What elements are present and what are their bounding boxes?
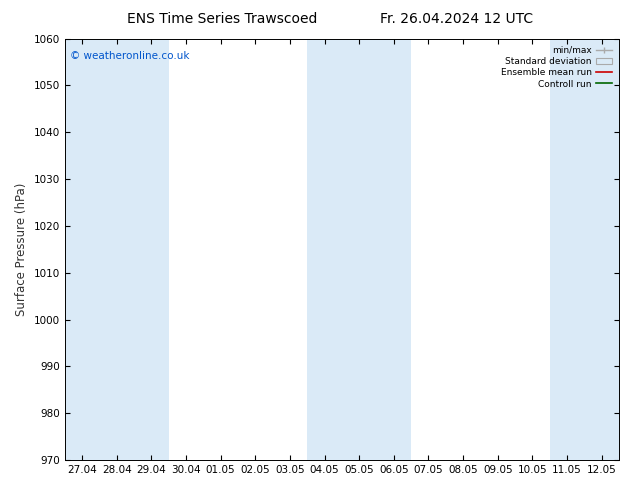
Bar bbox=[307, 39, 342, 460]
Bar bbox=[585, 39, 619, 460]
Bar bbox=[134, 39, 169, 460]
Bar bbox=[65, 39, 100, 460]
Text: ENS Time Series Trawscoed: ENS Time Series Trawscoed bbox=[127, 12, 317, 26]
Legend: min/max, Standard deviation, Ensemble mean run, Controll run: min/max, Standard deviation, Ensemble me… bbox=[498, 43, 614, 91]
Bar bbox=[100, 39, 134, 460]
Y-axis label: Surface Pressure (hPa): Surface Pressure (hPa) bbox=[15, 183, 28, 316]
Text: © weatheronline.co.uk: © weatheronline.co.uk bbox=[70, 51, 190, 61]
Text: Fr. 26.04.2024 12 UTC: Fr. 26.04.2024 12 UTC bbox=[380, 12, 533, 26]
Bar bbox=[550, 39, 585, 460]
Bar bbox=[377, 39, 411, 460]
Bar bbox=[342, 39, 377, 460]
